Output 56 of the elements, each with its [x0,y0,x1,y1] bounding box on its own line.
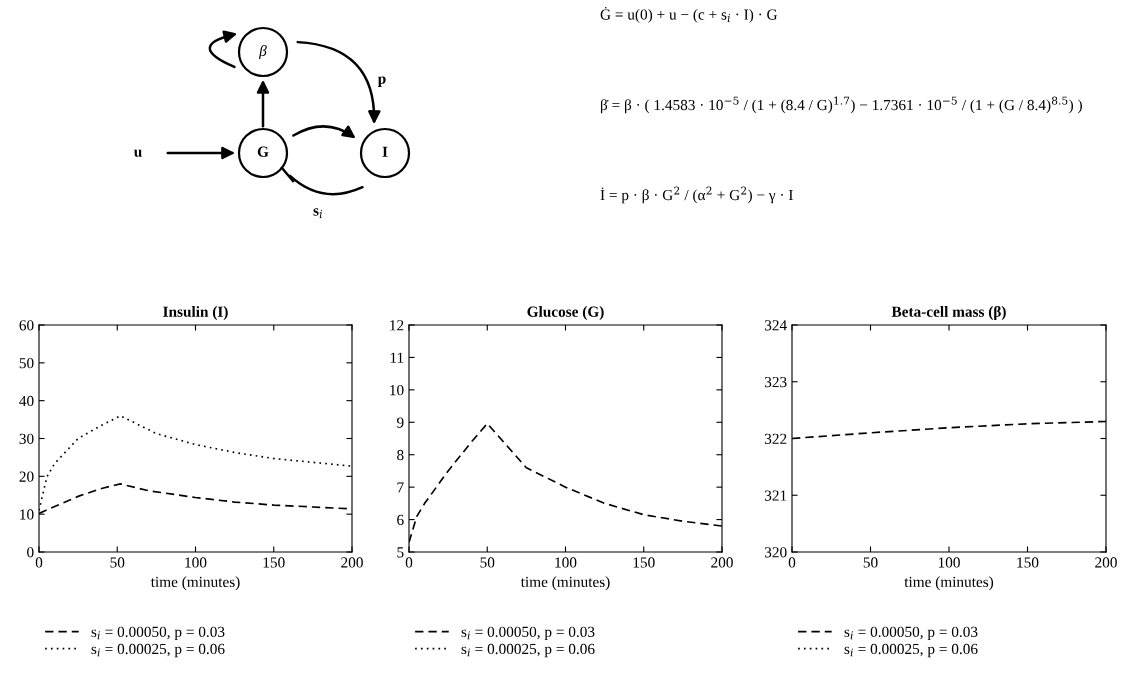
chart-title: Glucose (G) [527,306,604,320]
legend-label: s$_{i}$ = 0.00050, p = 0.03 [461,626,595,641]
chart-title: Beta-cell mass (β) [891,305,1006,320]
y-tick-label: 10 [20,509,34,520]
x-tick-label: 0 [35,557,43,568]
y-tick-label: 6 [397,514,404,526]
y-tick-label: 8 [397,449,404,461]
y-tick-label: 20 [19,471,34,482]
text: β [258,44,267,60]
text: β̇ = β · ( 1.4583 · 10$^{−5}$ / (1 + (8.4 / G)$^{1.7}$) − 1.7361 · 10$^{−5}$ / (1 + (G / 8.4)$^{8.5}$) ) [600,96,1082,114]
legend-label: s$_{i}$ = 0.00050, p = 0.03 [91,626,225,641]
chart-title: Insulin (I) [163,306,228,320]
y-tick-label: 11 [390,352,404,363]
x-tick-label: 150 [633,557,655,568]
x-tick-label: 100 [185,557,207,568]
x-tick-label: 200 [341,557,363,568]
y-tick-label: 322 [764,433,787,444]
legend-label: s$_{i}$ = 0.00025, p = 0.06 [91,643,225,658]
text: p [377,76,386,87]
y-tick-label: 7 [397,482,404,493]
y-tick-label: 323 [764,376,787,388]
x-tick-label: 50 [863,557,878,568]
y-tick-label: 30 [19,433,34,444]
x-tick-label: 200 [1095,557,1117,568]
text: İ = p · β · G$^{2}$ / (α$^{2}$ + G$^{2}$) − γ · I [600,186,793,204]
text: s$_{i}$ [313,208,323,218]
y-tick-label: 321 [764,490,787,501]
text: I [382,146,388,157]
legend-label: s$_{i}$ = 0.00025, p = 0.06 [461,643,595,658]
text: Ġ = u(0) + u − (c + s$_{i}$ · I) · G [600,6,778,23]
text: G [257,146,269,157]
x-tick-label: 100 [555,557,577,568]
x-axis-title: time (minutes) [904,576,994,591]
x-axis-title: time (minutes) [150,576,240,591]
legend-label: s$_{i}$ = 0.00025, p = 0.06 [844,643,978,658]
x-tick-label: 150 [263,557,285,568]
x-tick-label: 0 [405,557,413,568]
x-tick-label: 100 [938,557,960,568]
x-tick-label: 50 [110,557,125,568]
x-axis-title: time (minutes) [520,576,610,591]
text: u [133,149,142,157]
y-tick-label: 0 [27,547,34,558]
y-tick-label: 40 [19,395,34,407]
y-tick-label: 10 [390,385,404,396]
x-tick-label: 50 [480,557,495,568]
x-tick-label: 0 [788,557,796,568]
x-tick-label: 150 [1017,557,1039,568]
x-tick-label: 200 [711,557,733,568]
y-tick-label: 12 [390,320,404,331]
y-tick-label: 5 [397,547,404,558]
y-tick-label: 320 [764,547,787,558]
y-tick-label: 60 [19,320,34,331]
y-tick-label: 50 [19,357,34,369]
y-tick-label: 9 [396,417,404,428]
legend-label: s$_{i}$ = 0.00050, p = 0.03 [844,626,978,641]
y-tick-label: 324 [764,320,787,331]
